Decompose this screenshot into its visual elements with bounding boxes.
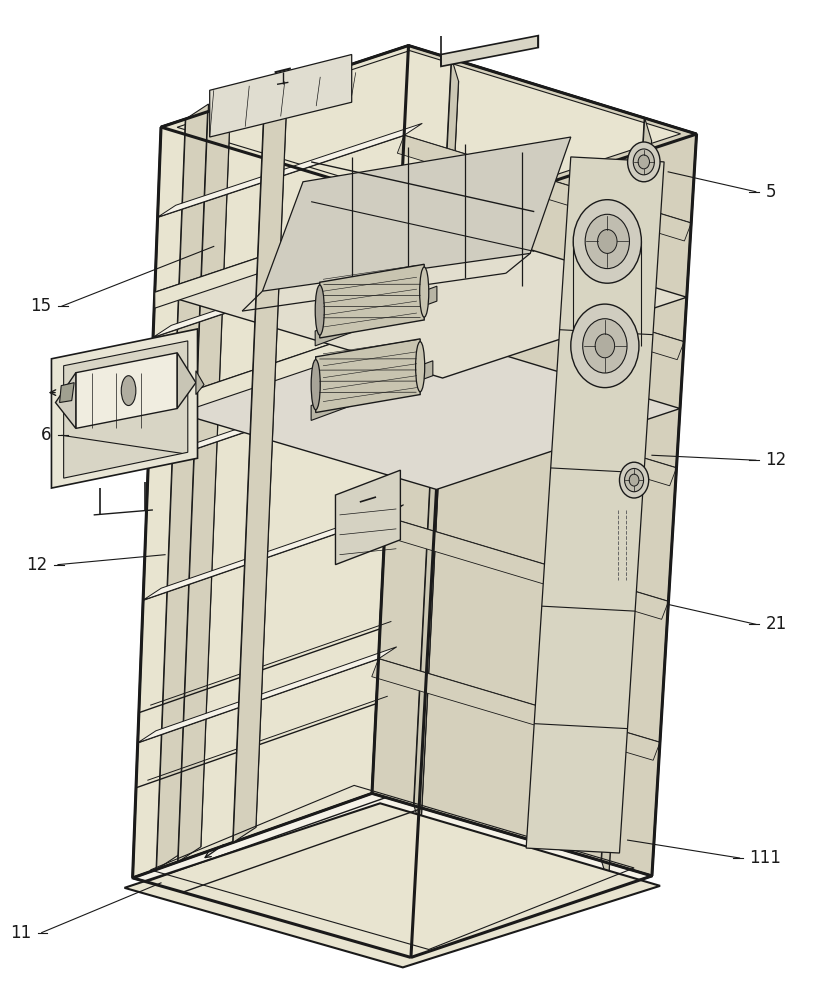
Circle shape (627, 142, 660, 182)
Ellipse shape (420, 267, 429, 317)
Circle shape (585, 214, 629, 269)
Polygon shape (177, 353, 196, 409)
Polygon shape (132, 46, 408, 878)
Polygon shape (178, 97, 230, 862)
Text: 111: 111 (749, 849, 781, 867)
Polygon shape (372, 46, 697, 876)
Circle shape (624, 468, 644, 492)
Circle shape (597, 230, 617, 253)
Circle shape (638, 155, 650, 169)
Polygon shape (132, 793, 652, 957)
Polygon shape (262, 137, 571, 291)
Ellipse shape (311, 360, 320, 410)
Polygon shape (56, 373, 76, 428)
Polygon shape (386, 382, 676, 486)
Polygon shape (153, 243, 417, 337)
Polygon shape (161, 46, 697, 215)
Polygon shape (154, 210, 687, 378)
Polygon shape (150, 322, 395, 423)
Polygon shape (138, 647, 397, 743)
Polygon shape (158, 123, 422, 217)
Polygon shape (391, 255, 684, 360)
Polygon shape (601, 118, 651, 883)
Polygon shape (336, 470, 400, 565)
Polygon shape (148, 370, 410, 465)
Polygon shape (143, 505, 404, 600)
Polygon shape (150, 322, 680, 489)
Circle shape (595, 334, 614, 358)
Polygon shape (154, 210, 400, 308)
Polygon shape (124, 803, 660, 967)
Text: 5: 5 (766, 183, 776, 201)
Polygon shape (414, 59, 458, 828)
Polygon shape (526, 157, 664, 853)
Circle shape (583, 319, 627, 373)
Polygon shape (51, 329, 198, 488)
Ellipse shape (315, 285, 324, 335)
Polygon shape (441, 36, 538, 66)
Polygon shape (76, 353, 177, 428)
Ellipse shape (416, 342, 425, 392)
Text: 12: 12 (26, 556, 47, 574)
Circle shape (571, 304, 639, 388)
Polygon shape (411, 134, 697, 957)
Polygon shape (378, 517, 668, 619)
Text: 21: 21 (766, 615, 787, 633)
Polygon shape (319, 264, 424, 338)
Polygon shape (196, 371, 204, 395)
Polygon shape (157, 104, 208, 869)
Polygon shape (210, 54, 351, 137)
Text: 12: 12 (766, 451, 787, 469)
Circle shape (633, 149, 654, 175)
Polygon shape (311, 361, 433, 420)
Polygon shape (372, 659, 660, 760)
Circle shape (629, 474, 639, 486)
Polygon shape (315, 286, 437, 346)
Polygon shape (397, 135, 691, 241)
Text: 15: 15 (30, 297, 51, 315)
Circle shape (619, 462, 649, 498)
Circle shape (574, 200, 641, 283)
Text: 11: 11 (10, 924, 31, 942)
Polygon shape (233, 78, 288, 842)
Polygon shape (60, 383, 74, 403)
Ellipse shape (121, 376, 136, 406)
Polygon shape (64, 341, 188, 478)
Polygon shape (315, 339, 420, 413)
Polygon shape (177, 51, 681, 210)
Text: 6: 6 (41, 426, 51, 444)
